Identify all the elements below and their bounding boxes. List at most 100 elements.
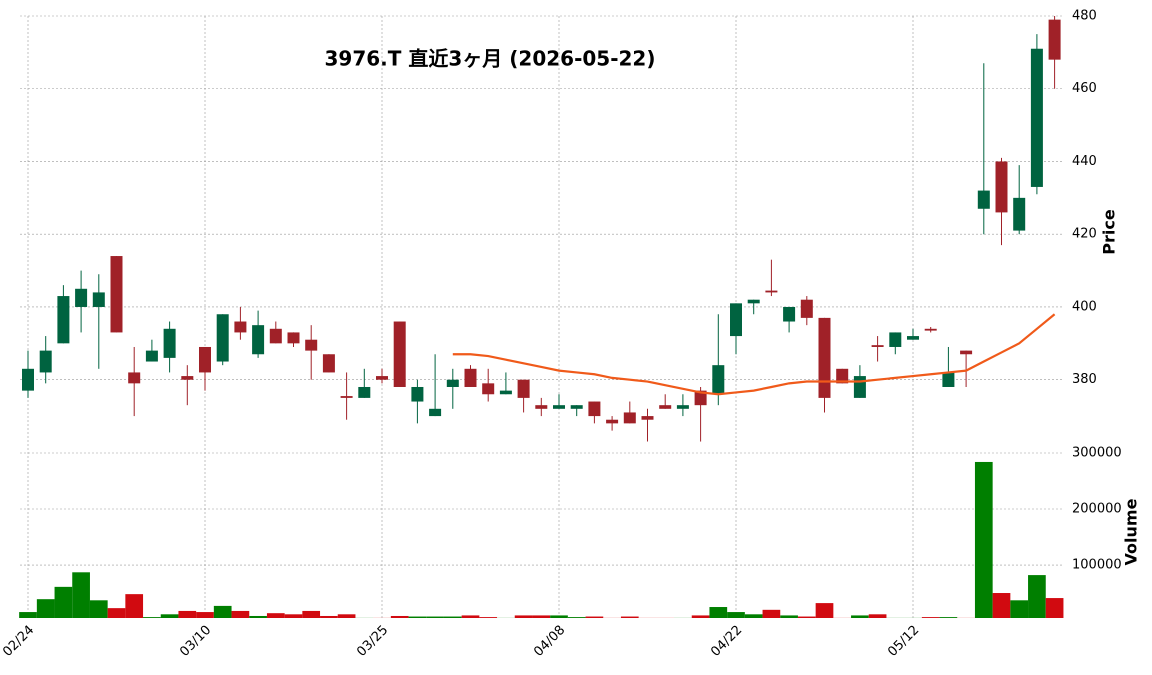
candle-body [181,376,194,380]
volume-bar [143,617,161,618]
x-tick-label: 03/25 [354,623,391,660]
candle-body [110,256,123,333]
candle-body [676,405,689,409]
volume-bar [178,610,197,618]
candle-body [907,336,919,340]
candle-body [340,396,353,398]
candle-body [924,328,937,331]
volume-bar [213,605,232,618]
candle-body [606,419,619,424]
volume-bar [567,617,586,618]
candle-body [322,354,335,373]
candle-body [75,288,88,307]
x-tick-label: 05/12 [885,623,922,660]
candle-body [376,376,388,380]
candle-body [22,368,34,391]
y-tick-label: 480 [1072,9,1097,24]
candle-body [942,372,955,387]
candle-body [889,332,902,347]
volume-bar [125,594,144,618]
candle-body [482,383,495,395]
y-tick-label: 380 [1072,372,1097,387]
candle-body [995,161,1008,213]
volume-bar [408,616,427,618]
volume-bar [585,616,604,618]
volume-bar [550,615,568,618]
volume-bar [320,615,338,618]
volume-bar [479,617,498,618]
volume-bar [1028,575,1046,618]
candle-body [216,314,229,362]
candle-body [694,390,707,406]
candle-body [464,368,477,387]
candle-body [800,299,813,318]
candle-body [393,321,406,387]
volume-bar [974,461,993,618]
candle-body [145,350,158,362]
x-tick-label: 04/08 [531,623,568,660]
y-axis-label: Price [1100,209,1119,255]
candle-body [305,339,318,351]
volume-bar [797,616,816,618]
candle-body [1030,48,1043,187]
x-tick-label: 02/24 [0,623,37,660]
candle-body [411,386,424,402]
candle-body [641,416,654,420]
volume-bar [727,612,745,618]
volume-bar [19,612,37,618]
volume-bar [691,615,710,618]
y-tick-label: 460 [1072,81,1097,96]
volume-bar [249,615,267,618]
volume-bar [89,600,108,618]
candle-body [199,346,211,373]
volume-bar [266,613,285,618]
chart-title: 3976.T 直近3ヶ月 (2026-05-22) [325,47,656,71]
volume-bar [992,593,1011,618]
volume-bar [532,615,551,618]
volume-bar [461,615,480,618]
volume-bar [284,614,303,618]
volume-bar [72,572,90,618]
volume-bar [160,614,179,618]
x-tick-label: 03/10 [177,623,214,660]
candle-body [429,408,442,417]
candle-body [269,328,282,344]
volume-bar [390,615,409,618]
volume-bar [337,614,356,618]
volume-bar [744,614,763,618]
candle-body [659,405,672,409]
volume-bar [36,599,55,618]
candle-body [588,401,601,417]
volume-axis-label: Volume [1122,498,1141,565]
candle-body [818,317,831,398]
volume-bar [107,608,126,618]
candle-body [765,290,778,293]
candle-body [39,350,52,373]
candle-body [287,332,300,344]
volume-bar [868,614,887,618]
volume-bar [196,612,214,618]
candle-body [747,299,760,304]
volume-tick-label: 200000 [1072,502,1122,517]
y-tick-label: 420 [1072,227,1097,242]
volume-tick-label: 100000 [1072,558,1122,573]
candle-body [1013,197,1026,231]
y-tick-label: 400 [1072,299,1097,314]
volume-bar [939,617,958,618]
candle-body [960,350,973,355]
x-tick-label: 04/22 [708,623,745,660]
candle-body [517,379,530,398]
candle-body [623,412,636,424]
volume-tick-label: 300000 [1072,446,1122,461]
candle-body [92,292,105,307]
candle-body [730,303,742,337]
candle-body [358,386,371,398]
volume-bar [1010,600,1029,618]
y-tick-label: 440 [1072,154,1097,169]
candle-body [163,328,176,358]
volume-bar [302,610,321,618]
volume-bar [426,616,444,618]
volume-bar [1045,598,1064,618]
candle-body [853,376,866,398]
